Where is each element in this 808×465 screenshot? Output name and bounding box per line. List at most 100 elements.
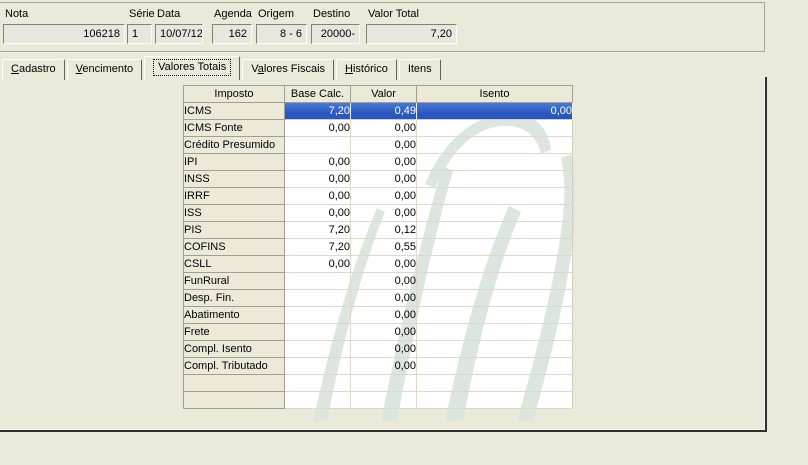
cell-valor[interactable]: 0,00 xyxy=(351,256,417,273)
cell-isento[interactable] xyxy=(417,256,573,273)
cell-imposto[interactable]: PIS xyxy=(183,222,285,239)
cell-imposto[interactable]: IPI xyxy=(183,154,285,171)
table-row[interactable]: Abatimento 0,00 xyxy=(183,307,573,324)
table-row[interactable]: INSS 0,00 0,00 xyxy=(183,171,573,188)
table-row[interactable]: ISS 0,00 0,00 xyxy=(183,205,573,222)
cell-isento[interactable] xyxy=(417,171,573,188)
table-row[interactable] xyxy=(183,392,573,409)
cell-isento[interactable] xyxy=(417,120,573,137)
cell-imposto[interactable]: ISS xyxy=(183,205,285,222)
cell-base-calc[interactable]: 0,00 xyxy=(285,171,351,188)
cell-isento[interactable]: 0,00 xyxy=(417,103,573,120)
cell-base-calc[interactable]: 7,20 xyxy=(285,103,351,120)
cell-base-calc[interactable] xyxy=(285,341,351,358)
tab-cadastro[interactable]: Cadastro xyxy=(2,59,65,80)
tab-valores-totais[interactable]: Valores Totais xyxy=(144,56,241,80)
cell-imposto[interactable]: Desp. Fin. xyxy=(183,290,285,307)
cell-imposto[interactable]: Compl. Tributado xyxy=(183,358,285,375)
cell-isento[interactable] xyxy=(417,290,573,307)
cell-valor[interactable]: 0,00 xyxy=(351,341,417,358)
cell-imposto[interactable]: FunRural xyxy=(183,273,285,290)
cell-valor[interactable]: 0,00 xyxy=(351,171,417,188)
table-row[interactable]: Crédito Presumido 0,00 xyxy=(183,137,573,154)
cell-isento[interactable] xyxy=(417,273,573,290)
nota-input[interactable]: 106218 xyxy=(3,24,125,44)
cell-base-calc[interactable] xyxy=(285,324,351,341)
cell-imposto[interactable] xyxy=(183,375,285,392)
cell-isento[interactable] xyxy=(417,375,573,392)
cell-valor[interactable] xyxy=(351,392,417,409)
cell-imposto[interactable]: ICMS Fonte xyxy=(183,120,285,137)
cell-isento[interactable] xyxy=(417,137,573,154)
table-row[interactable]: CSLL 0,00 0,00 xyxy=(183,256,573,273)
cell-isento[interactable] xyxy=(417,392,573,409)
cell-base-calc[interactable] xyxy=(285,392,351,409)
cell-imposto[interactable]: IRRF xyxy=(183,188,285,205)
cell-isento[interactable] xyxy=(417,307,573,324)
cell-valor[interactable]: 0,00 xyxy=(351,120,417,137)
table-row[interactable]: IRRF 0,00 0,00 xyxy=(183,188,573,205)
data-input[interactable]: 10/07/12 xyxy=(155,24,203,44)
table-row[interactable]: ICMS Fonte 0,00 0,00 xyxy=(183,120,573,137)
cell-imposto[interactable]: COFINS xyxy=(183,239,285,256)
cell-imposto[interactable]: Compl. Isento xyxy=(183,341,285,358)
cell-base-calc[interactable] xyxy=(285,307,351,324)
cell-base-calc[interactable] xyxy=(285,358,351,375)
table-row[interactable] xyxy=(183,375,573,392)
cell-base-calc[interactable] xyxy=(285,375,351,392)
tab-historico[interactable]: Histórico xyxy=(336,59,397,80)
cell-imposto[interactable] xyxy=(183,392,285,409)
cell-base-calc[interactable]: 0,00 xyxy=(285,205,351,222)
cell-valor[interactable]: 0,00 xyxy=(351,324,417,341)
table-row[interactable]: Frete 0,00 xyxy=(183,324,573,341)
cell-base-calc[interactable]: 7,20 xyxy=(285,239,351,256)
cell-isento[interactable] xyxy=(417,154,573,171)
cell-base-calc[interactable] xyxy=(285,273,351,290)
cell-imposto[interactable]: Crédito Presumido xyxy=(183,137,285,154)
cell-isento[interactable] xyxy=(417,358,573,375)
cell-imposto[interactable]: ICMS xyxy=(183,103,285,120)
table-row[interactable]: Desp. Fin. 0,00 xyxy=(183,290,573,307)
destino-input[interactable]: 20000-0 xyxy=(311,24,360,44)
cell-base-calc[interactable]: 0,00 xyxy=(285,120,351,137)
cell-base-calc[interactable]: 0,00 xyxy=(285,154,351,171)
cell-base-calc[interactable]: 7,20 xyxy=(285,222,351,239)
cell-imposto[interactable]: Frete xyxy=(183,324,285,341)
cell-valor[interactable]: 0,00 xyxy=(351,188,417,205)
cell-base-calc[interactable]: 0,00 xyxy=(285,188,351,205)
cell-base-calc[interactable] xyxy=(285,290,351,307)
cell-valor[interactable]: 0,55 xyxy=(351,239,417,256)
table-row[interactable]: FunRural 0,00 xyxy=(183,273,573,290)
origem-input[interactable]: 8 - 6 xyxy=(256,24,307,44)
cell-valor[interactable]: 0,00 xyxy=(351,307,417,324)
table-row[interactable]: PIS 7,20 0,12 xyxy=(183,222,573,239)
cell-valor[interactable]: 0,49 xyxy=(351,103,417,120)
cell-valor[interactable]: 0,12 xyxy=(351,222,417,239)
cell-valor[interactable]: 0,00 xyxy=(351,290,417,307)
cell-isento[interactable] xyxy=(417,341,573,358)
cell-base-calc[interactable] xyxy=(285,137,351,154)
cell-isento[interactable] xyxy=(417,222,573,239)
cell-valor[interactable]: 0,00 xyxy=(351,137,417,154)
tab-valores-fiscais[interactable]: Valores Fiscais xyxy=(242,59,335,80)
cell-isento[interactable] xyxy=(417,205,573,222)
cell-valor[interactable]: 0,00 xyxy=(351,154,417,171)
cell-imposto[interactable]: Abatimento xyxy=(183,307,285,324)
cell-isento[interactable] xyxy=(417,324,573,341)
table-row[interactable]: ICMS 7,20 0,49 0,00 xyxy=(183,103,573,120)
cell-valor[interactable]: 0,00 xyxy=(351,205,417,222)
table-row[interactable]: COFINS 7,20 0,55 xyxy=(183,239,573,256)
valor-total-input[interactable]: 7,20 xyxy=(366,24,457,44)
cell-isento[interactable] xyxy=(417,239,573,256)
cell-imposto[interactable]: INSS xyxy=(183,171,285,188)
serie-input[interactable]: 1 xyxy=(127,24,152,44)
table-row[interactable]: IPI 0,00 0,00 xyxy=(183,154,573,171)
table-row[interactable]: Compl. Tributado 0,00 xyxy=(183,358,573,375)
cell-base-calc[interactable]: 0,00 xyxy=(285,256,351,273)
cell-valor[interactable] xyxy=(351,375,417,392)
agenda-input[interactable]: 162 xyxy=(212,24,252,44)
cell-isento[interactable] xyxy=(417,188,573,205)
cell-valor[interactable]: 0,00 xyxy=(351,358,417,375)
tab-itens[interactable]: Itens xyxy=(398,59,441,80)
tab-vencimento[interactable]: Vencimento xyxy=(66,59,143,80)
